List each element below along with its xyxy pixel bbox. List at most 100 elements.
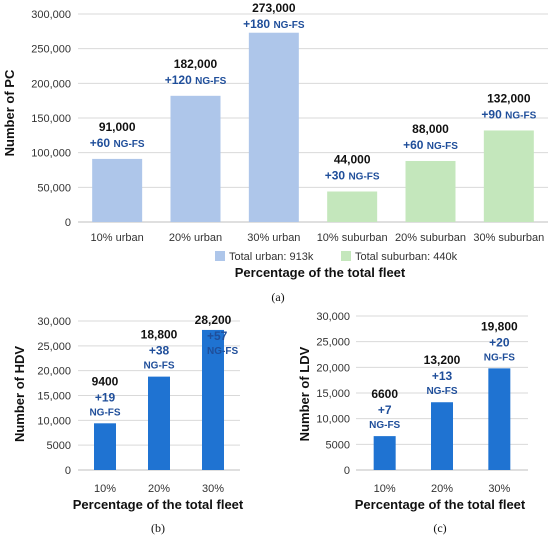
panel-a-y-ticks: 0 50,000 100,000 150,000 200,000 250,000 300,0… [31, 9, 71, 229]
panel-b-y-tick-label: 25,000 [37, 341, 71, 353]
panel-c-bar [488, 368, 511, 470]
panel-b-ng-fs-unit: NG-FS [207, 346, 238, 357]
panel-c-y-tick-label: 5000 [326, 439, 350, 451]
panel-c-value-label: 13,200 [424, 353, 461, 367]
panel-b-data-labels: 9400 +19 NG-FS 18,800 +38 NG-FS 28,200 +57 NG-FS [89, 313, 238, 418]
panel-a-bar [248, 32, 299, 222]
panel-c-value-label: 19,800 [481, 319, 518, 333]
panel-b-ng-fs-count: +38 [149, 344, 170, 358]
ng-fs-count: +30 [325, 168, 349, 182]
panel-b-y-axis-title: Number of HDV [12, 346, 27, 442]
panel-b-value-label: 28,200 [195, 313, 232, 327]
panel-b-ng-fs-unit: NG-FS [89, 407, 120, 418]
panel-b-y-ticks: 0 5000 10,000 15,000 20,000 25,000 30,000 [37, 316, 71, 477]
panel-a-value-label: 182,000 [174, 57, 218, 71]
panel-b-x-tick-label: 20% [148, 483, 170, 495]
panel-c-ng-fs-unit: NG-FS [369, 420, 400, 431]
panel-b-x-tick-label: 30% [202, 483, 224, 495]
panel-c-y-tick-label: 0 [344, 465, 350, 477]
ng-fs-unit: NG-FS [273, 20, 304, 31]
panel-c-bar [431, 402, 453, 470]
legend-swatch-urban [215, 251, 225, 261]
panel-a-y-axis-title: Number of PC [2, 69, 17, 156]
panel-b-y-tick-label: 20,000 [37, 366, 71, 378]
panel-c-bar [373, 436, 396, 470]
panel-a: 0 50,000 100,000 150,000 200,000 250,000 300,0… [2, 1, 548, 304]
legend-label-suburban: Total suburban: 440k [355, 251, 458, 263]
panel-c-y-axis-title: Number of LDV [297, 346, 312, 441]
panel-a-caption: (a) [271, 290, 284, 304]
panel-c-ng-fs-unit: NG-FS [484, 352, 515, 363]
legend-swatch-suburban [341, 251, 351, 261]
panel-c-ng-fs-count: +20 [489, 335, 510, 349]
panel-c-data-labels: 6600 +7 NG-FS 13,200 +13 NG-FS 19,800 +20 NG-FS [369, 319, 518, 431]
panel-a-bar [405, 160, 456, 222]
panel-b-y-tick-label: 0 [65, 465, 71, 477]
panel-a-x-tick-label: 30% urban [247, 232, 300, 244]
panel-b-ng-fs-count: +19 [95, 390, 116, 404]
panel-a-gridlines [78, 13, 548, 223]
panel-c-y-tick-label: 15,000 [316, 388, 350, 400]
panel-b-bars [94, 329, 224, 470]
panel-a-y-tick-label: 250,000 [31, 44, 71, 56]
panel-a-y-tick-label: 100,000 [31, 148, 71, 160]
panel-a-y-tick-label: 0 [65, 217, 71, 229]
panel-a-ng-fs-label: +60 NG-FS [403, 138, 458, 152]
ng-fs-count: +90 [481, 107, 505, 121]
panel-a-value-label: 273,000 [252, 1, 296, 15]
panel-a-value-label: 88,000 [412, 122, 449, 136]
ng-fs-unit: NG-FS [348, 171, 379, 182]
panel-a-bar [483, 130, 534, 222]
panel-a-x-ticks: 10% urban 20% urban 30% urban 10% suburban 2… [91, 232, 545, 244]
panel-b-caption: (b) [151, 521, 165, 535]
panel-c-y-tick-label: 25,000 [316, 337, 350, 349]
panel-a-ng-fs-label: +60 NG-FS [90, 136, 145, 150]
panel-a-bars [92, 32, 534, 222]
panel-a-x-tick-label: 10% suburban [317, 232, 388, 244]
panel-b-bar [202, 329, 224, 470]
panel-c-y-tick-label: 20,000 [316, 362, 350, 374]
panel-c-y-tick-label: 10,000 [316, 414, 350, 426]
panel-c-value-label: 6600 [371, 387, 398, 401]
legend-label-urban: Total urban: 913k [229, 251, 314, 263]
panel-b: 0 5000 10,000 15,000 20,000 25,000 30,000 9400… [12, 313, 244, 535]
panel-c-ng-fs-count: +7 [378, 403, 392, 417]
panel-b-x-tick-label: 10% [94, 483, 116, 495]
panel-a-value-label: 44,000 [334, 152, 371, 166]
panel-b-bar [94, 423, 116, 470]
panel-b-bar [148, 376, 170, 470]
panel-a-ng-fs-label: +120 NG-FS [165, 73, 227, 87]
panel-b-x-axis-title: Percentage of the total fleet [73, 497, 244, 512]
panel-c-x-tick-label: 30% [488, 483, 510, 495]
panel-c-x-tick-label: 10% [374, 483, 396, 495]
panel-a-ng-fs-label: +30 NG-FS [325, 168, 380, 182]
panel-a-value-label: 132,000 [487, 91, 531, 105]
panel-c-caption: (c) [433, 521, 446, 535]
ng-fs-unit: NG-FS [195, 76, 226, 87]
panel-b-y-tick-label: 10,000 [37, 415, 71, 427]
ng-fs-unit: NG-FS [113, 139, 144, 150]
panel-b-ng-fs-count: +57 [207, 329, 228, 343]
panel-b-x-ticks: 10% 20% 30% [94, 483, 224, 495]
panel-a-x-tick-label: 20% suburban [395, 232, 466, 244]
panel-a-ng-fs-label: +180 NG-FS [243, 17, 305, 31]
panel-b-value-label: 9400 [92, 374, 119, 388]
panel-c-x-tick-label: 20% [431, 483, 453, 495]
panel-c-ng-fs-count: +13 [432, 369, 453, 383]
panel-c-bars [373, 368, 511, 470]
panel-c-x-axis-title: Percentage of the total fleet [355, 497, 526, 512]
panel-a-legend: Total urban: 913k Total suburban: 440k [215, 251, 458, 263]
panel-a-x-tick-label: 10% urban [91, 232, 144, 244]
ng-fs-count: +60 [403, 138, 427, 152]
panel-b-ng-fs-unit: NG-FS [143, 361, 174, 372]
panel-a-ng-fs-label: +90 NG-FS [481, 107, 536, 121]
panel-a-data-labels: 91,000 +60 NG-FS 182,000 +120 NG-FS 273,000 +… [90, 1, 537, 182]
panel-a-bar [327, 191, 378, 222]
panel-a-y-tick-label: 150,000 [31, 113, 71, 125]
ng-fs-unit: NG-FS [427, 141, 458, 152]
panel-a-x-tick-label: 30% suburban [473, 232, 544, 244]
panel-b-y-tick-label: 15,000 [37, 391, 71, 403]
ng-fs-count: +120 [165, 73, 195, 87]
panel-b-y-tick-label: 5000 [47, 440, 71, 452]
